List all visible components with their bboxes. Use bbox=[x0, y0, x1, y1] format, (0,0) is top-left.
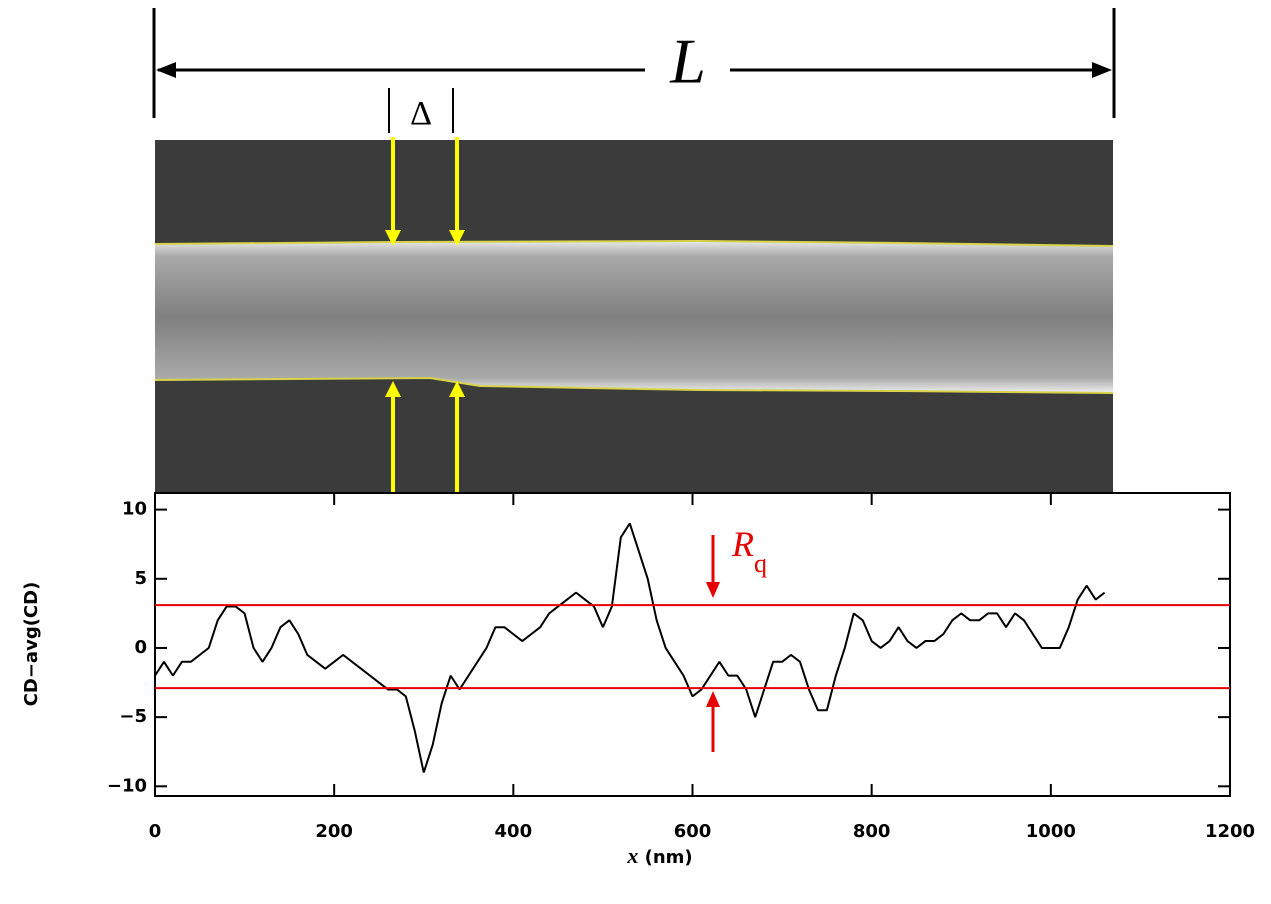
sem-line bbox=[155, 241, 1113, 393]
x-tick-label: 600 bbox=[674, 821, 712, 842]
rq-arrows bbox=[706, 535, 720, 752]
edge-bottom bbox=[154, 376, 1114, 394]
rq-subscript: q bbox=[754, 549, 767, 578]
length-label: L bbox=[669, 26, 706, 97]
delta-marker bbox=[388, 88, 454, 133]
delta-label: Δ bbox=[410, 95, 432, 132]
y-tick-label: 10 bbox=[122, 499, 147, 520]
x-tick-label: 400 bbox=[495, 821, 533, 842]
x-tick-label: 0 bbox=[149, 821, 162, 842]
y-tick-label: −5 bbox=[119, 706, 147, 727]
x-tick-label: 1200 bbox=[1205, 821, 1255, 842]
edge-top bbox=[154, 239, 1114, 247]
y-tick-label: 5 bbox=[134, 568, 147, 589]
rq-symbol: R bbox=[731, 524, 754, 564]
y-tick-label: −10 bbox=[107, 775, 147, 796]
rq-label: Rq bbox=[731, 524, 767, 578]
x-axis-label: x (nm) bbox=[626, 843, 692, 868]
data-line bbox=[154, 522, 1106, 773]
x-tick-label: 200 bbox=[315, 821, 353, 842]
sem-image bbox=[154, 140, 1114, 493]
yellow-arrows bbox=[385, 137, 465, 493]
x-tick-label: 1000 bbox=[1026, 821, 1076, 842]
x-tick-label: 800 bbox=[853, 821, 891, 842]
x-axis-variable: x bbox=[626, 843, 638, 868]
y-axis-label: CD−avg(CD) bbox=[21, 582, 42, 707]
plot-frame bbox=[154, 492, 1231, 797]
y-tick-label: 0 bbox=[134, 637, 147, 658]
length-marker bbox=[152, 8, 1116, 118]
x-axis-unit: (nm) bbox=[645, 847, 693, 868]
